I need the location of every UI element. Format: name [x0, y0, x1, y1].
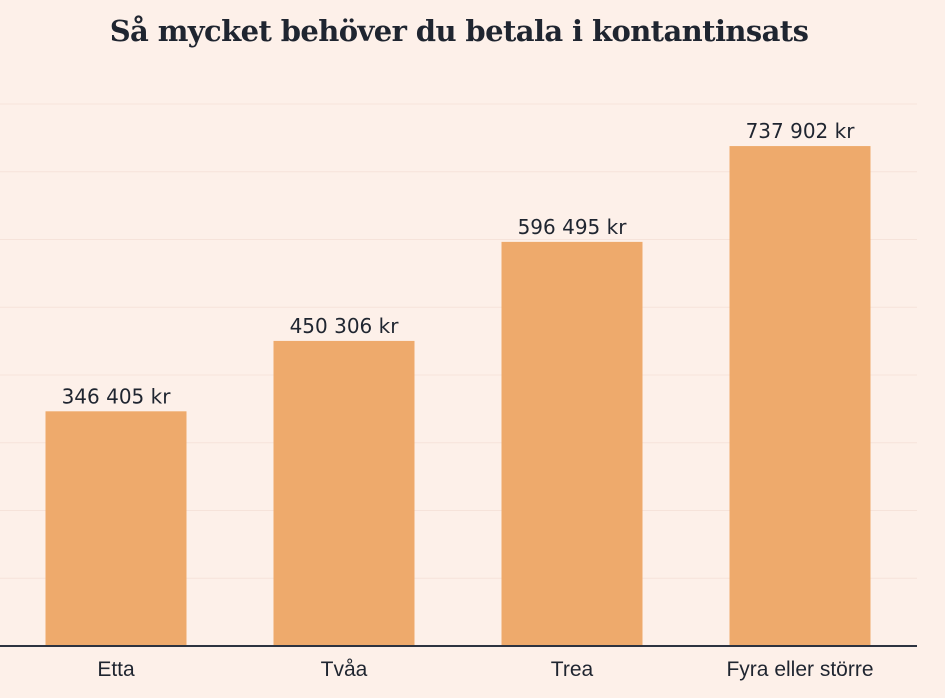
category-label: Etta [97, 658, 135, 681]
bar [729, 146, 871, 646]
bar [501, 241, 643, 646]
chart-title: Så mycket behöver du betala i kontantins… [109, 14, 809, 48]
bar-value-label: 346 405 kr [62, 384, 172, 408]
category-label: Trea [551, 658, 594, 681]
category-label: Tvåa [321, 658, 368, 681]
bar [45, 411, 187, 646]
category-labels: Etta Tvåa Trea Fyra eller större [97, 658, 873, 681]
bar [273, 340, 415, 646]
category-label: Fyra eller större [726, 658, 873, 681]
bars [45, 146, 871, 646]
bar-value-label: 737 902 kr [746, 119, 856, 143]
value-labels: 346 405 kr 450 306 kr 596 495 kr 737 902 kr [62, 119, 856, 408]
bar-value-label: 596 495 kr [518, 215, 628, 239]
bar-value-label: 450 306 kr [290, 314, 400, 338]
